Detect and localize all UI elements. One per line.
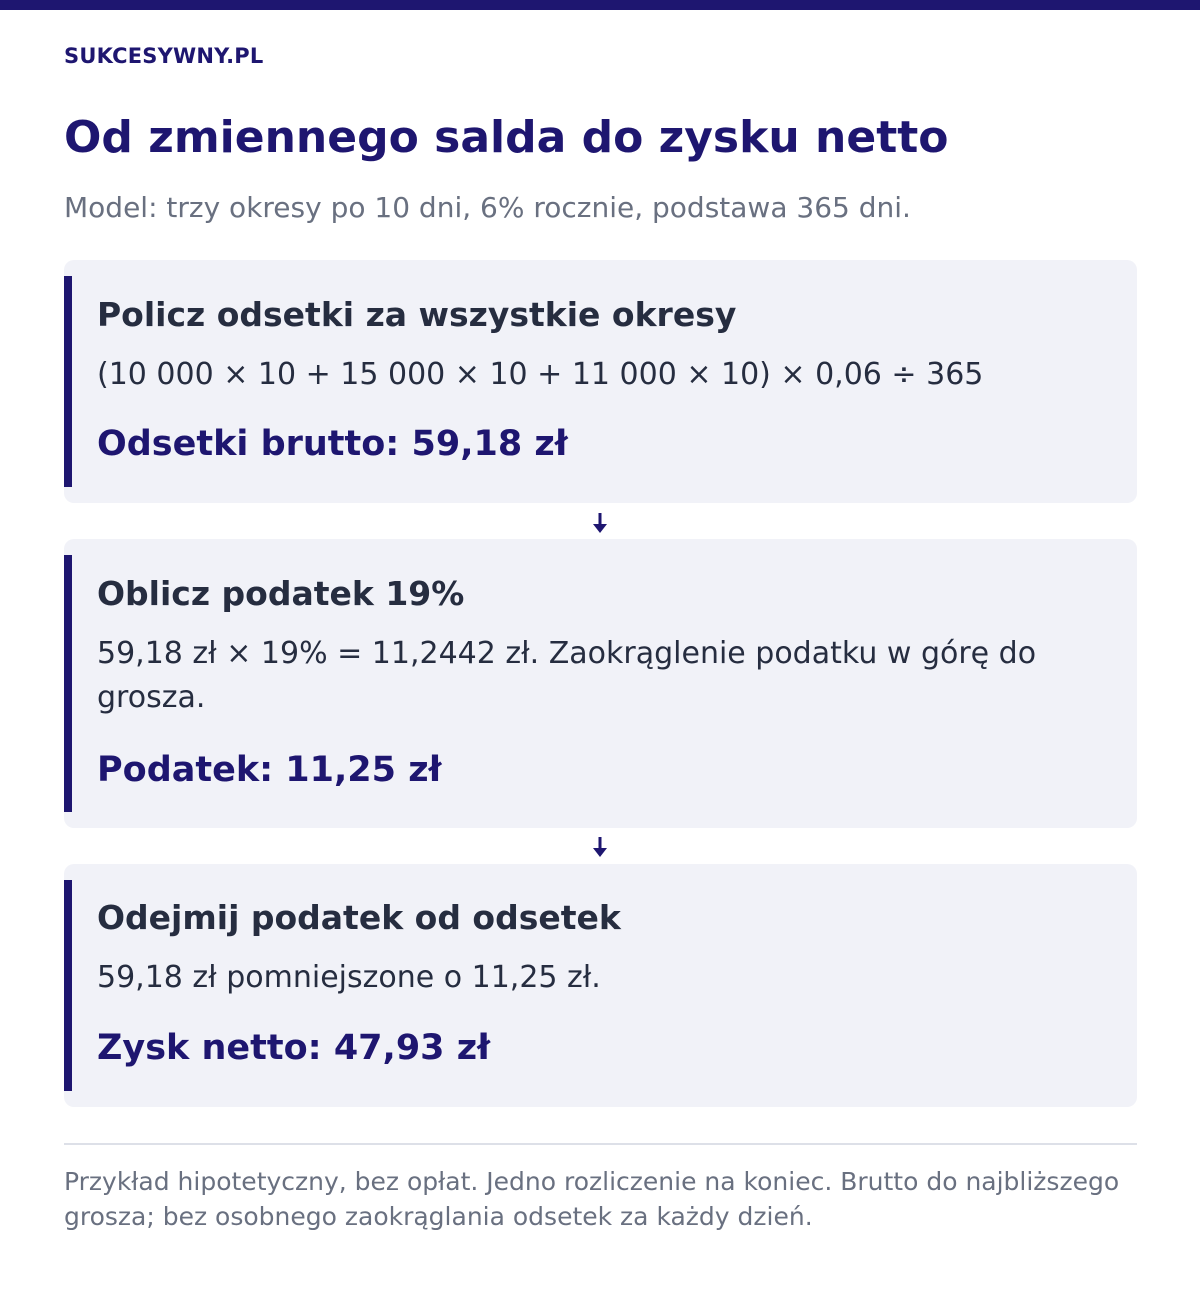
footer-divider bbox=[64, 1143, 1137, 1145]
arrow-down-icon bbox=[593, 837, 607, 857]
top-accent-bar bbox=[0, 0, 1200, 10]
step-formula: 59,18 zł × 19% = 11,2442 zł. Zaokrągleni… bbox=[97, 636, 1037, 715]
step-result: Odsetki brutto: 59,18 zł bbox=[97, 424, 568, 464]
step-formula: (10 000 × 10 + 15 000 × 10 + 11 000 × 10… bbox=[97, 357, 984, 392]
brand-name: SUKCESYWNY.PL bbox=[64, 44, 264, 68]
page-subtitle: Model: trzy okresy po 10 dni, 6% rocznie… bbox=[64, 191, 911, 224]
arrow-down-icon bbox=[593, 513, 607, 533]
step-card-net-profit: Odejmij podatek od odsetek 59,18 zł pomn… bbox=[64, 864, 1137, 1107]
step-title: Odejmij podatek od odsetek bbox=[97, 898, 621, 937]
step-card-tax: Oblicz podatek 19% 59,18 zł × 19% = 11,2… bbox=[64, 539, 1137, 828]
card-accent-bar bbox=[64, 555, 72, 812]
step-card-interest: Policz odsetki za wszystkie okresy (10 0… bbox=[64, 260, 1137, 503]
step-title: Oblicz podatek 19% bbox=[97, 574, 465, 613]
step-formula: 59,18 zł pomniejszone o 11,25 zł. bbox=[97, 960, 601, 995]
page-title: Od zmiennego salda do zysku netto bbox=[64, 112, 949, 163]
card-accent-bar bbox=[64, 276, 72, 487]
card-accent-bar bbox=[64, 880, 72, 1091]
step-title: Policz odsetki za wszystkie okresy bbox=[97, 295, 737, 334]
step-result: Podatek: 11,25 zł bbox=[97, 750, 442, 790]
step-result: Zysk netto: 47,93 zł bbox=[97, 1028, 491, 1068]
footnote: Przykład hipotetyczny, bez opłat. Jedno … bbox=[64, 1167, 1120, 1231]
